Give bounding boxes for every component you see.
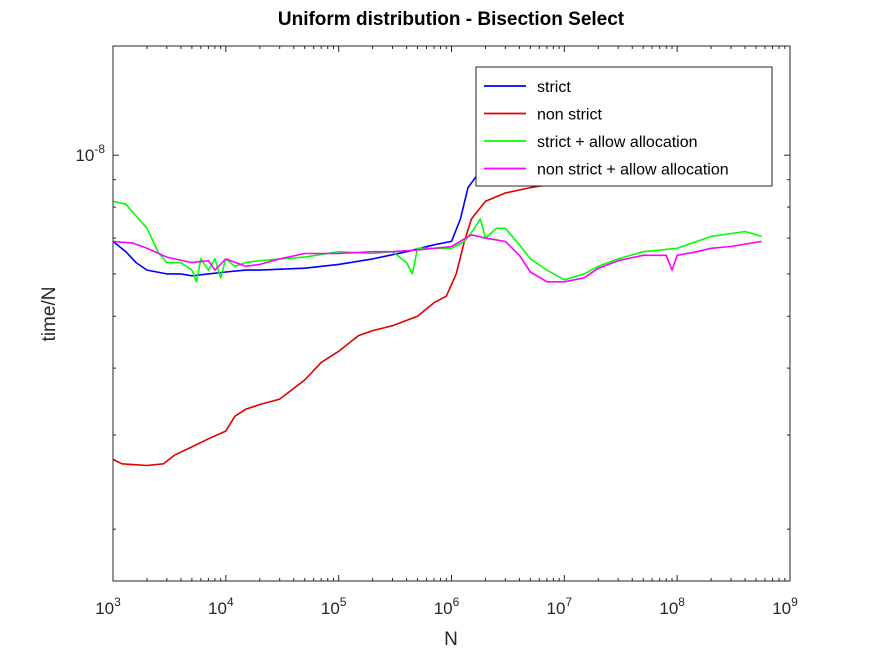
x-tick-base: 10 xyxy=(772,599,791,618)
x-tick-exponent: 8 xyxy=(678,595,685,609)
x-tick-base: 10 xyxy=(659,599,678,618)
x-tick-label: 104 xyxy=(208,595,234,618)
x-tick-base: 10 xyxy=(434,599,453,618)
y-tick-base: 10 xyxy=(75,146,94,165)
legend-label: non strict + allow allocation xyxy=(537,162,729,179)
x-tick-exponent: 9 xyxy=(791,595,798,609)
plot-frame xyxy=(112,45,791,582)
x-tick-exponent: 4 xyxy=(227,595,234,609)
legend-label: non strict xyxy=(537,107,602,124)
x-tick-base: 10 xyxy=(547,599,566,618)
y-tick-label: 10-8 xyxy=(75,142,105,165)
y-axis-label: time/N xyxy=(39,287,60,342)
x-tick-label: 103 xyxy=(95,595,121,618)
x-tick-exponent: 3 xyxy=(114,595,121,609)
x-tick-exponent: 7 xyxy=(565,595,572,609)
x-tick-label: 106 xyxy=(434,595,460,618)
x-axis-label: N xyxy=(444,629,458,650)
x-tick-base: 10 xyxy=(321,599,340,618)
legend-label: strict + allow allocation xyxy=(537,134,698,151)
x-tick-exponent: 6 xyxy=(453,595,460,609)
x-tick-exponent: 5 xyxy=(340,595,347,609)
x-tick-label: 107 xyxy=(547,595,573,618)
legend: strict non strict strict + allow allocatio… xyxy=(475,66,773,187)
x-tick-base: 10 xyxy=(208,599,227,618)
x-tick-label: 105 xyxy=(321,595,347,618)
y-tick-exponent: -8 xyxy=(94,142,105,156)
series-line-4 xyxy=(112,234,762,283)
x-tick-base: 10 xyxy=(95,599,114,618)
chart-title: Uniform distribution - Bisection Select xyxy=(278,9,625,30)
x-tick-label: 109 xyxy=(772,595,798,618)
legend-label: strict xyxy=(537,79,571,96)
series-line-3 xyxy=(112,200,762,283)
x-tick-label: 108 xyxy=(659,595,685,618)
